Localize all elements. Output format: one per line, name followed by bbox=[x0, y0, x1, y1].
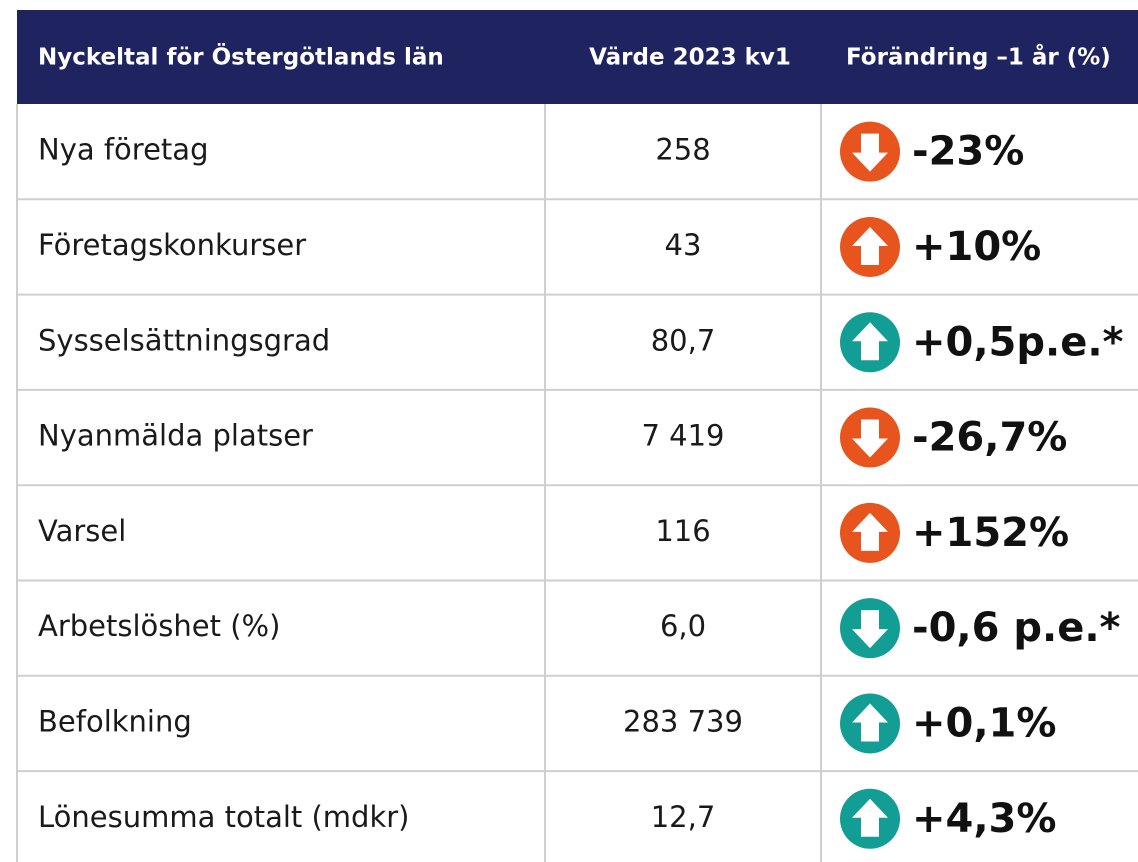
arrow-shape bbox=[852, 703, 888, 742]
row-change: -23% bbox=[912, 129, 1024, 175]
row-label: Nya företag bbox=[38, 133, 208, 167]
row-label: Lönesumma totalt (mdkr) bbox=[38, 800, 410, 834]
header-cell: Värde 2023 kv1 bbox=[589, 45, 791, 71]
row-label: Varsel bbox=[38, 514, 126, 548]
header-cell: Förändring –1 år (%) bbox=[846, 44, 1111, 71]
row-change: +10% bbox=[912, 224, 1041, 270]
arrow-shape bbox=[852, 226, 888, 265]
row-change: +152% bbox=[912, 510, 1069, 556]
row-value: 258 bbox=[655, 133, 710, 167]
row-change: +0,1% bbox=[912, 700, 1056, 746]
arrow-shape bbox=[852, 419, 888, 458]
arrow-shape bbox=[852, 322, 888, 361]
row-value: 6,0 bbox=[660, 609, 706, 643]
header-cell: Nyckeltal för Östergötlands län bbox=[38, 43, 444, 71]
row-value: 7 419 bbox=[641, 419, 724, 453]
row-value: 43 bbox=[665, 228, 702, 262]
row-value: 283 739 bbox=[623, 704, 743, 738]
row-value: 12,7 bbox=[651, 800, 716, 834]
row-change: +0,5p.e.* bbox=[912, 319, 1124, 365]
row-value: 80,7 bbox=[651, 323, 716, 357]
row-label: Nyanmälda platser bbox=[38, 419, 313, 453]
row-change: -26,7% bbox=[912, 415, 1067, 461]
row-label: Arbetslöshet (%) bbox=[38, 609, 280, 643]
row-label: Sysselsättningsgrad bbox=[38, 323, 330, 357]
header-bar bbox=[17, 10, 1138, 104]
arrow-shape bbox=[852, 610, 888, 649]
row-change: +4,3% bbox=[912, 796, 1056, 842]
row-change: -0,6 p.e.* bbox=[912, 605, 1121, 651]
arrow-shape bbox=[852, 512, 888, 551]
row-value: 116 bbox=[655, 514, 710, 548]
arrow-shape bbox=[852, 798, 888, 837]
arrow-shape bbox=[852, 133, 888, 172]
row-label: Befolkning bbox=[38, 704, 192, 738]
row-label: Företagskonkurser bbox=[38, 228, 306, 262]
